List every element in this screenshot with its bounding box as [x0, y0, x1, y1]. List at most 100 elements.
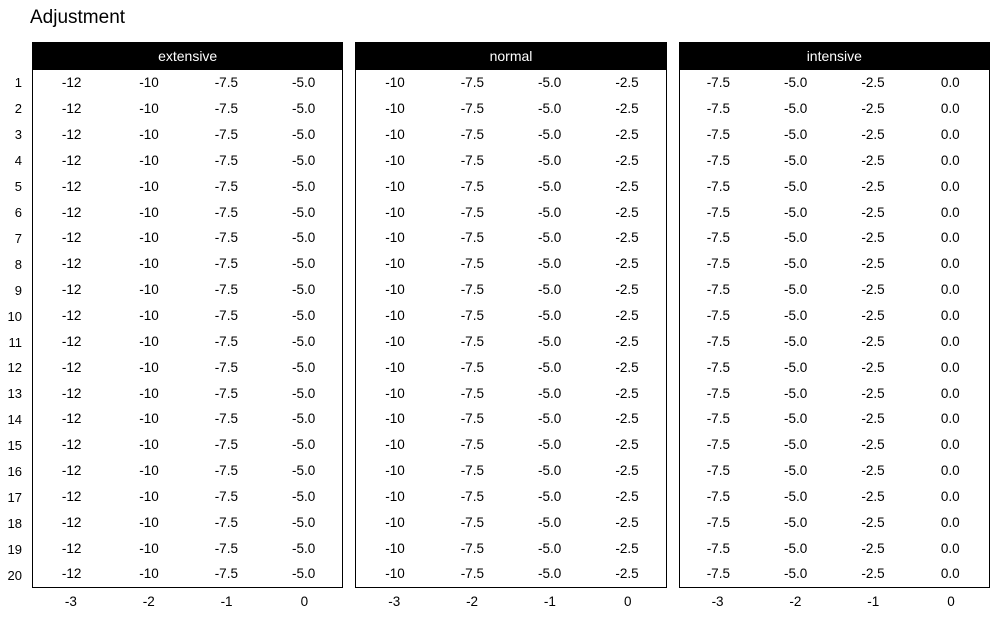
table-cell: -10	[139, 178, 159, 194]
row-label: 1	[14, 75, 22, 91]
row-label: 13	[7, 386, 22, 402]
table-cell: -10	[139, 540, 159, 556]
table-cell: -2.5	[615, 178, 639, 194]
table-cell: -5.0	[538, 488, 562, 504]
table-cell: -7.5	[214, 101, 238, 117]
table-cell: -7.5	[460, 333, 484, 349]
table-cell: -5.0	[292, 256, 316, 272]
table-cell: -5.0	[292, 566, 316, 582]
table-cell: -7.5	[706, 385, 730, 401]
table-cell: -2.5	[861, 230, 885, 246]
table-cell: -5.0	[292, 178, 316, 194]
table-cell: -10	[385, 101, 405, 117]
table-row: -10 -7.5 -5.0 -2.5	[356, 406, 665, 432]
table-cell: -10	[139, 385, 159, 401]
table-cell: -2.5	[861, 540, 885, 556]
row-label: 20	[7, 567, 22, 583]
table-cell: -5.0	[784, 488, 808, 504]
table-cell: -5.0	[292, 127, 316, 143]
table-cell: -2.5	[615, 463, 639, 479]
table-cell: -5.0	[784, 127, 808, 143]
table-row: -12 -10 -7.5 -5.0	[33, 561, 342, 587]
table-row: -12 -10 -7.5 -5.0	[33, 173, 342, 199]
table-cell: -2.5	[615, 540, 639, 556]
table-cell: -7.5	[214, 385, 238, 401]
table-cell: -7.5	[460, 411, 484, 427]
table-cell: -2.5	[861, 514, 885, 530]
table-cell: -10	[139, 463, 159, 479]
table-cell: -12	[61, 230, 82, 246]
table-cell: -7.5	[706, 256, 730, 272]
table-cell: 0.0	[940, 488, 960, 504]
col-label: -2	[789, 593, 802, 609]
table-cell: 0.0	[940, 385, 960, 401]
table-row: -10 -7.5 -5.0 -2.5	[356, 122, 665, 148]
col-label: -2	[142, 593, 155, 609]
table-cell: -2.5	[861, 127, 885, 143]
table-cell: -5.0	[784, 359, 808, 375]
table-cell: -12	[61, 359, 82, 375]
table-row: -12 -10 -7.5 -5.0	[33, 199, 342, 225]
table-row: -12 -10 -7.5 -5.0	[33, 303, 342, 329]
table-cell: -5.0	[292, 152, 316, 168]
table-cell: -5.0	[784, 514, 808, 530]
table-cell: -2.5	[615, 256, 639, 272]
table-row: -10 -7.5 -5.0 -2.5	[356, 380, 665, 406]
table-row: -10 -7.5 -5.0 -2.5	[356, 458, 665, 484]
table-cell: -10	[139, 256, 159, 272]
table-cell: -7.5	[706, 152, 730, 168]
table-cell: -7.5	[460, 230, 484, 246]
table-cell: -5.0	[292, 437, 316, 453]
table-cell: -2.5	[615, 488, 639, 504]
table-cell: -2.5	[861, 204, 885, 220]
row-label: 11	[8, 334, 23, 350]
table-cell: -10	[385, 75, 405, 91]
table-cell: -2.5	[615, 204, 639, 220]
table-cell: -2.5	[861, 385, 885, 401]
panel-footer: -3 -2 -1 0	[355, 591, 666, 611]
table-cell: -2.5	[615, 282, 639, 298]
table-cell: -5.0	[784, 152, 808, 168]
panel-footer: -3 -2 -1 0	[32, 591, 343, 611]
table-cell: -5.0	[538, 463, 562, 479]
table-cell: -7.5	[214, 282, 238, 298]
row-label: 16	[7, 464, 22, 480]
table-cell: -7.5	[214, 178, 238, 194]
table-cell: -5.0	[538, 230, 562, 246]
panel-header: normal	[355, 42, 667, 70]
table-cell: -7.5	[460, 437, 484, 453]
row-label: 17	[7, 489, 22, 505]
table-cell: -7.5	[460, 359, 484, 375]
panel-header: extensive	[32, 42, 344, 70]
table-cell: -5.0	[292, 411, 316, 427]
table-cell: -5.0	[784, 333, 808, 349]
table-cell: -7.5	[214, 204, 238, 220]
table-cell: -5.0	[292, 385, 316, 401]
table-cell: -5.0	[292, 101, 316, 117]
table-row: -12 -10 -7.5 -5.0	[33, 70, 342, 96]
table-cell: -5.0	[784, 204, 808, 220]
table-cell: -12	[61, 385, 82, 401]
table-cell: 0.0	[940, 333, 960, 349]
table-row: -10 -7.5 -5.0 -2.5	[356, 251, 665, 277]
table-cell: -5.0	[538, 75, 562, 91]
table-cell: -2.5	[861, 75, 885, 91]
table-cell: -2.5	[861, 359, 885, 375]
col-label: -3	[64, 593, 77, 609]
table-row: -7.5 -5.0 -2.5 0.0	[680, 277, 989, 303]
table-cell: 0.0	[940, 566, 960, 582]
table-cell: -7.5	[214, 230, 238, 246]
table-cell: -12	[61, 437, 82, 453]
table-row: -12 -10 -7.5 -5.0	[33, 380, 342, 406]
table-cell: 0.0	[940, 463, 960, 479]
table-cell: -10	[139, 514, 159, 530]
table-cell: -7.5	[460, 540, 484, 556]
table-cell: 0.0	[940, 359, 960, 375]
table-cell: -7.5	[460, 178, 484, 194]
table-cell: -5.0	[784, 540, 808, 556]
table-cell: 0.0	[940, 230, 960, 246]
col-label: -1	[867, 593, 880, 609]
table-cell: -12	[61, 463, 82, 479]
table-cell: -7.5	[706, 230, 730, 246]
table-cell: -10	[139, 230, 159, 246]
